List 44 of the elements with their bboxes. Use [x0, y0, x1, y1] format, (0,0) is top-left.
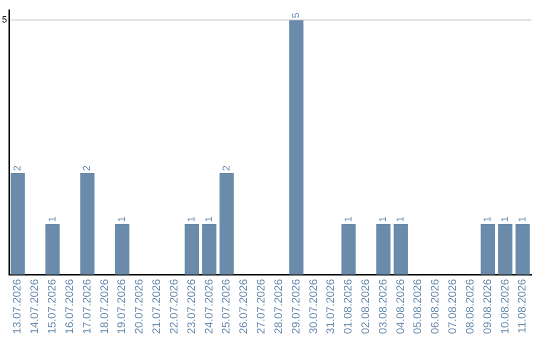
data-label: 2 — [221, 165, 232, 172]
x-tick-label: 17.07.2026 — [81, 278, 94, 334]
x-tick-label: 27.07.2026 — [256, 278, 268, 334]
data-label: 1 — [396, 216, 407, 222]
x-tick-label: 05.08.2026 — [412, 278, 424, 334]
x-tick-label: 07.08.2026 — [447, 278, 460, 334]
x-tick-label: 11.08.2026 — [516, 278, 529, 334]
x-tick-label: 13.07.2026 — [12, 278, 24, 334]
x-tick-label: 28.07.2026 — [272, 278, 285, 334]
data-label: 1 — [378, 216, 390, 222]
data-label: 5 — [291, 12, 302, 18]
x-tick-label: 01.08.2026 — [342, 278, 355, 334]
x-tick-label: 31.07.2026 — [325, 278, 338, 334]
x-tick-label: 16.07.2026 — [64, 278, 76, 334]
x-tick-label: 15.07.2026 — [46, 278, 59, 334]
x-tick-label: 19.07.2026 — [116, 278, 128, 334]
data-label: 1 — [517, 216, 528, 222]
x-tick-label: 04.08.2026 — [394, 278, 407, 334]
x-tick-label: 06.08.2026 — [430, 278, 442, 334]
x-tick-label: 03.08.2026 — [377, 278, 390, 334]
data-label: 1 — [343, 216, 354, 222]
data-label: 1 — [116, 216, 128, 222]
x-tick-label: 24.07.2026 — [203, 278, 216, 334]
x-tick-label: 26.07.2026 — [238, 278, 250, 334]
x-tick-label: 10.08.2026 — [499, 278, 512, 334]
x-tick-label: 23.07.2026 — [186, 278, 198, 334]
x-tick-label: 22.07.2026 — [168, 278, 180, 334]
data-label: 1 — [482, 216, 494, 222]
data-label: 1 — [500, 216, 512, 222]
x-tick-label: 30.07.2026 — [308, 278, 320, 334]
x-tick-label: 02.08.2026 — [360, 278, 372, 334]
data-label: 1 — [47, 216, 58, 222]
x-tick-label: 18.07.2026 — [98, 278, 111, 334]
x-tick-label: 25.07.2026 — [220, 278, 233, 334]
data-label: 1 — [186, 216, 198, 222]
data-label: 2 — [12, 165, 24, 172]
data-label: 2 — [82, 165, 94, 172]
data-label: 1 — [204, 216, 215, 222]
x-tick-label: 21.07.2026 — [151, 278, 164, 334]
x-tick-label: 08.08.2026 — [464, 278, 476, 334]
x-tick-label: 09.08.2026 — [482, 278, 494, 334]
x-tick-label: 29.07.2026 — [290, 278, 302, 334]
x-tick-label: 20.07.2026 — [134, 278, 146, 334]
x-tick-label: 14.07.2026 — [29, 278, 42, 334]
